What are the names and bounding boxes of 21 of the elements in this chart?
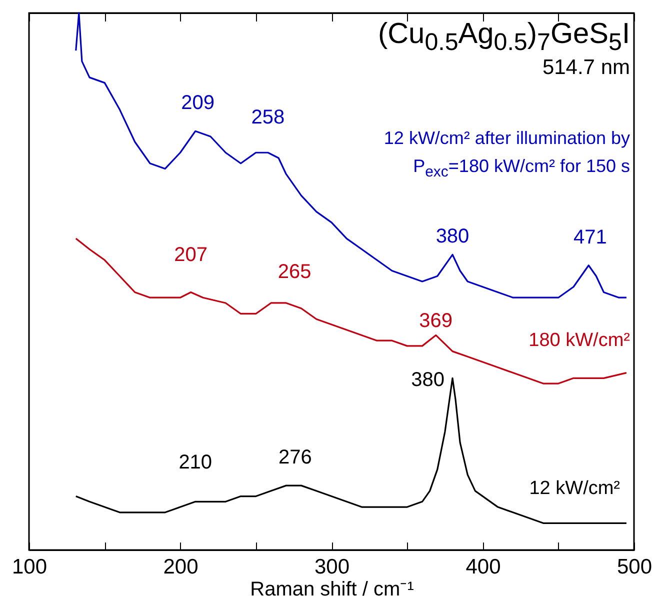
annotation: 380: [436, 226, 470, 248]
series-label: 180 kW/cm²: [528, 330, 630, 352]
annotation: 265: [278, 260, 312, 283]
annotation: 258: [251, 106, 285, 129]
x-tick-label: 500: [616, 556, 652, 578]
annotation: 209: [181, 92, 215, 114]
annotation: 276: [278, 446, 312, 469]
x-tick-label: 400: [466, 556, 501, 578]
x-axis-title: Raman shift / cm⁻¹: [250, 578, 414, 600]
text: 12 kW/cm² after illumination by P$_{exc}$=180 kW/cm² for 150 s: [382, 127, 630, 183]
annotation: 369: [419, 310, 453, 332]
annotation: 207: [174, 244, 208, 266]
x-tick-label: 100: [12, 556, 48, 578]
chart-title: (Cu$_{0.5}$Ag$_{0.5}$)$_{7}$GeS$_{5}$I: [378, 18, 630, 56]
x-tick-label: 200: [163, 556, 198, 578]
text: 514.7 nm: [542, 56, 630, 80]
annotation: 210: [178, 452, 212, 474]
x-tick-label: 300: [314, 556, 350, 578]
annotation: 471: [573, 226, 607, 248]
series-label: 12 kW/cm²: [529, 478, 620, 500]
annotation: 380: [411, 369, 444, 392]
